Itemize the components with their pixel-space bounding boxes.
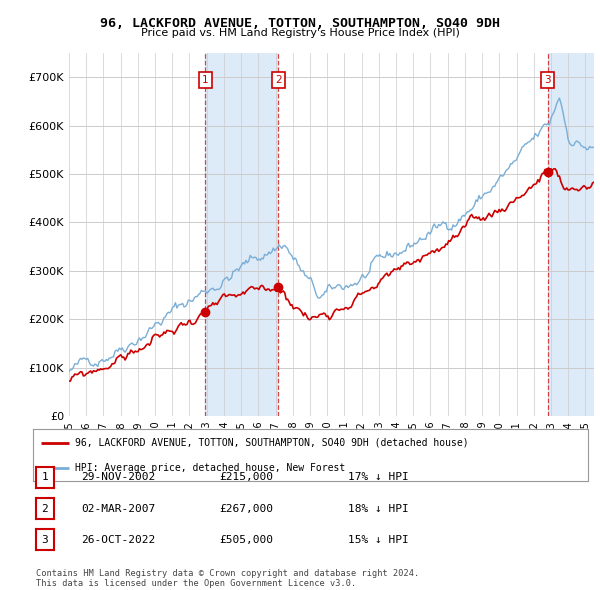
Text: 2: 2 — [275, 75, 282, 85]
Text: 15% ↓ HPI: 15% ↓ HPI — [348, 535, 409, 545]
Text: £505,000: £505,000 — [219, 535, 273, 545]
Text: 3: 3 — [41, 535, 49, 545]
Text: 1: 1 — [202, 75, 208, 85]
Text: 2: 2 — [41, 504, 49, 513]
Bar — [205, 53, 278, 416]
Text: £267,000: £267,000 — [219, 504, 273, 513]
Text: Contains HM Land Registry data © Crown copyright and database right 2024.
This d: Contains HM Land Registry data © Crown c… — [36, 569, 419, 588]
Text: 26-OCT-2022: 26-OCT-2022 — [81, 535, 155, 545]
Text: 29-NOV-2002: 29-NOV-2002 — [81, 473, 155, 482]
Text: HPI: Average price, detached house, New Forest: HPI: Average price, detached house, New … — [74, 463, 345, 473]
Text: 1: 1 — [41, 473, 49, 482]
Text: Price paid vs. HM Land Registry's House Price Index (HPI): Price paid vs. HM Land Registry's House … — [140, 28, 460, 38]
Text: 96, LACKFORD AVENUE, TOTTON, SOUTHAMPTON, SO40 9DH: 96, LACKFORD AVENUE, TOTTON, SOUTHAMPTON… — [100, 17, 500, 30]
Text: 17% ↓ HPI: 17% ↓ HPI — [348, 473, 409, 482]
Text: 96, LACKFORD AVENUE, TOTTON, SOUTHAMPTON, SO40 9DH (detached house): 96, LACKFORD AVENUE, TOTTON, SOUTHAMPTON… — [74, 438, 468, 448]
Text: 18% ↓ HPI: 18% ↓ HPI — [348, 504, 409, 513]
Text: 02-MAR-2007: 02-MAR-2007 — [81, 504, 155, 513]
Text: £215,000: £215,000 — [219, 473, 273, 482]
Bar — [548, 53, 594, 416]
Text: 3: 3 — [545, 75, 551, 85]
